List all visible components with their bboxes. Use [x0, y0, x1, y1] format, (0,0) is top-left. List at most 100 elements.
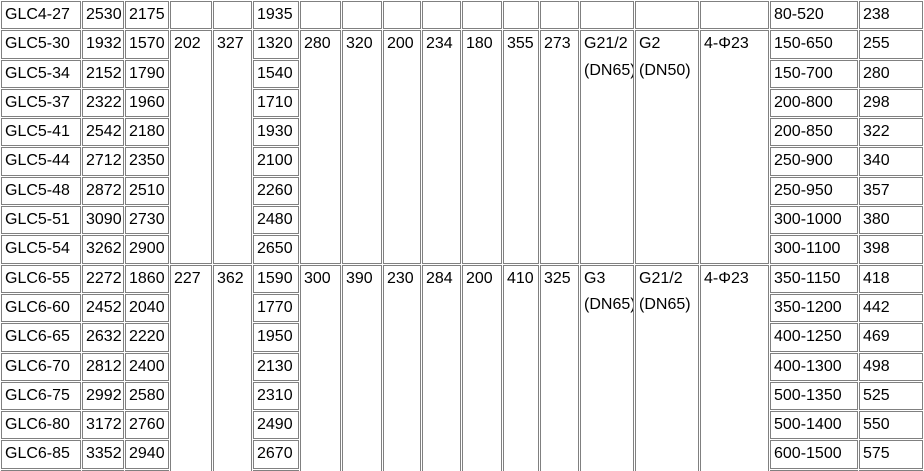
table-cell: G3 (DN65) — [580, 264, 634, 471]
table-row: GLC6-80 3172 2760 2490 500-1400 550 — [1, 411, 923, 440]
table-cell: 300-1000 — [770, 206, 858, 235]
table-row: GLC4-27 2530 2175 1935 80-520 238 — [1, 1, 923, 30]
table-cell: 273 — [540, 30, 579, 264]
table-cell: 238 — [859, 1, 923, 30]
table-cell: 575 — [859, 440, 923, 469]
table-cell: 1570 — [125, 30, 169, 59]
table-cell: 234 — [422, 30, 461, 264]
table-cell: GLC6-75 — [1, 381, 81, 411]
table-cell — [700, 1, 769, 30]
table-cell: GLC5-41 — [1, 118, 81, 147]
table-cell: 202 — [170, 30, 212, 264]
table-cell: 2632 — [82, 323, 124, 352]
table-cell: 2220 — [125, 323, 169, 352]
table-cell: 2760 — [125, 411, 169, 440]
table-cell: 1320 — [253, 30, 299, 59]
table-cell: 2260 — [253, 176, 299, 206]
table-cell: GLC6-55 — [1, 264, 81, 293]
table-cell: 2542 — [82, 118, 124, 147]
table-cell: 1860 — [125, 264, 169, 293]
table-cell: 2670 — [253, 440, 299, 469]
table-cell — [300, 1, 341, 30]
table-row: GLC6-60 2452 2040 1770 350-1200 442 — [1, 293, 923, 323]
table-row: GLC6-65 2632 2220 1950 400-1250 469 — [1, 323, 923, 352]
table-cell: 2180 — [125, 118, 169, 147]
table-cell: 200-800 — [770, 88, 858, 118]
table-cell: 250-950 — [770, 176, 858, 206]
table-cell: 2040 — [125, 293, 169, 323]
table-cell: 400-1250 — [770, 323, 858, 352]
table-cell: 300 — [300, 264, 341, 471]
table-cell: GLC6-80 — [1, 411, 81, 440]
table-cell — [462, 1, 502, 30]
table-cell: 350-1150 — [770, 264, 858, 293]
table-cell — [580, 1, 634, 30]
table-cell: 280 — [859, 59, 923, 88]
table-cell: 150-700 — [770, 59, 858, 88]
table-row: GLC5-41 2542 2180 1930 200-850 322 — [1, 118, 923, 147]
table-cell: 1950 — [253, 323, 299, 352]
table-cell: 2992 — [82, 381, 124, 411]
table-row: GLC6-75 2992 2580 2310 500-1350 525 — [1, 381, 923, 411]
table-cell: G2 (DN50) — [635, 30, 699, 264]
table-cell: 327 — [213, 30, 252, 264]
table-cell: 2900 — [125, 235, 169, 264]
table-cell — [503, 1, 539, 30]
table-cell: 4-Φ23 — [700, 30, 769, 264]
table-cell: 180 — [462, 30, 502, 264]
table-row: GLC5-37 2322 1960 1710 200-800 298 — [1, 88, 923, 118]
table-cell: 2712 — [82, 147, 124, 176]
table-row: GLC6-55 2272 1860 227 362 1590 300 390 230 284 200… — [1, 264, 923, 471]
table-cell — [213, 1, 252, 30]
table-cell: 398 — [859, 235, 923, 264]
table-cell: 2850 — [253, 469, 299, 471]
table-cell: 340 — [859, 147, 923, 176]
table-cell: 325 — [540, 264, 579, 471]
table-row: GLC5-34 2152 1790 1540 150-700 280 — [1, 59, 923, 88]
table-cell: 1590 — [253, 264, 299, 293]
table-cell: 2730 — [125, 206, 169, 235]
table-cell: 2580 — [125, 381, 169, 411]
table-cell: 1540 — [253, 59, 299, 88]
table-cell: 3090 — [82, 206, 124, 235]
table-cell: GLC6-85 — [1, 440, 81, 469]
table-row: GLC5-48 2872 2510 2260 250-950 357 — [1, 176, 923, 206]
table-cell: GLC5-54 — [1, 235, 81, 264]
table-cell: GLC5-30 — [1, 30, 81, 59]
table-cell: 200 — [462, 264, 502, 471]
table-cell: 2452 — [82, 293, 124, 323]
table-cell: 284 — [422, 264, 461, 471]
table-cell: 227 — [170, 264, 212, 471]
table-cell: GLC6-70 — [1, 352, 81, 381]
table-cell: G21/2 (DN65) — [580, 30, 634, 264]
table-row: GLC6-9035323120 2850 600-1600602 — [1, 469, 923, 471]
table-cell: GLC6-90 — [1, 469, 81, 471]
table-cell — [540, 1, 579, 30]
table-cell: 255 — [859, 30, 923, 59]
table-cell: 150-650 — [770, 30, 858, 59]
table-cell: 2175 — [125, 1, 169, 30]
table-cell: GLC5-34 — [1, 59, 81, 88]
table-cell: 2322 — [82, 88, 124, 118]
table-row: GLC5-44 2712 2350 2100 250-900 340 — [1, 147, 923, 176]
table-cell: 355 — [503, 30, 539, 264]
table-cell: 322 — [859, 118, 923, 147]
table-cell: 1960 — [125, 88, 169, 118]
table-cell: 1930 — [253, 118, 299, 147]
table-cell: GLC6-65 — [1, 323, 81, 352]
table-cell: 1770 — [253, 293, 299, 323]
table-cell: 3120 — [125, 469, 169, 471]
table-cell: 2310 — [253, 381, 299, 411]
table-cell: 2812 — [82, 352, 124, 381]
table-cell: 2480 — [253, 206, 299, 235]
table-cell: 300-1100 — [770, 235, 858, 264]
table-cell — [383, 1, 421, 30]
table-cell: 2940 — [125, 440, 169, 469]
table-cell: 2272 — [82, 264, 124, 293]
table-row: GLC5-30 1932 1570 202 327 1320 280 320 200 234 180… — [1, 30, 923, 264]
table-row: GLC5-54 3262 2900 2650 300-1100 398 — [1, 235, 923, 264]
table-cell: 2152 — [82, 59, 124, 88]
table-cell: 1710 — [253, 88, 299, 118]
